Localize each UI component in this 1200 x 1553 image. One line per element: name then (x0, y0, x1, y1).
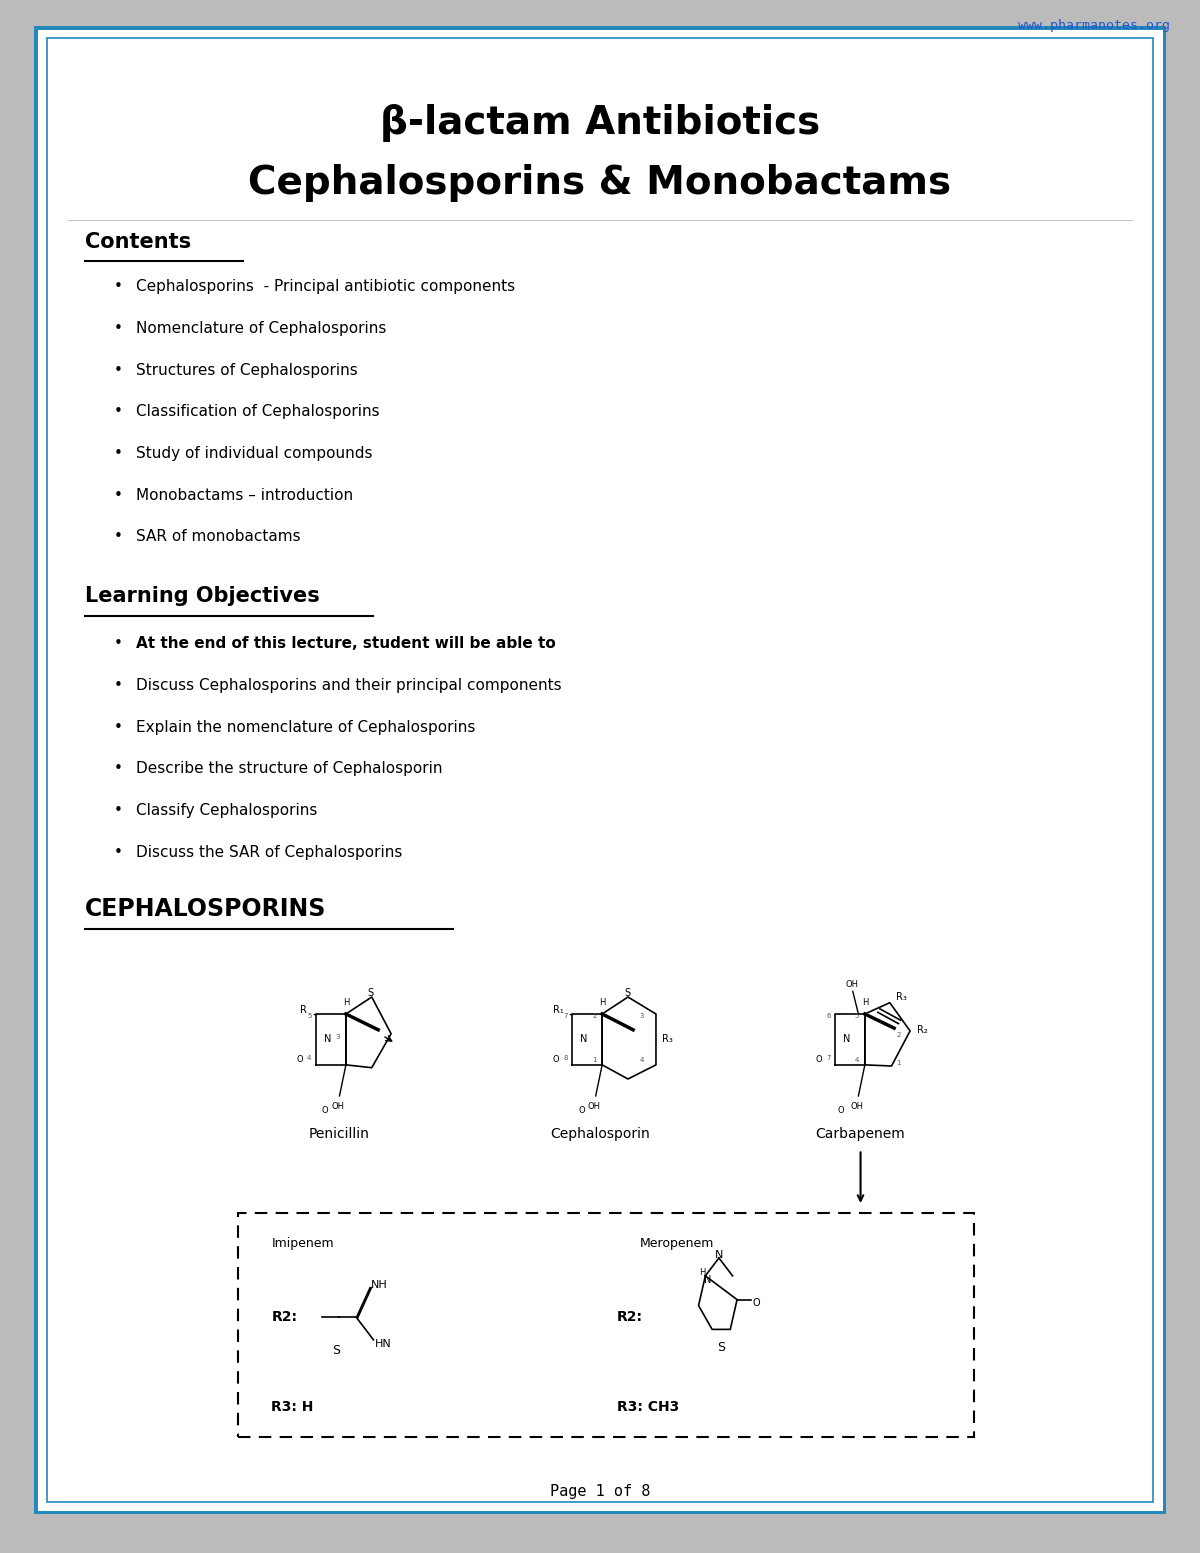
Text: Study of individual compounds: Study of individual compounds (136, 446, 372, 461)
Text: 3: 3 (336, 1034, 341, 1041)
Text: Classification of Cephalosporins: Classification of Cephalosporins (136, 404, 379, 419)
Text: •: • (114, 404, 122, 419)
Text: S: S (332, 1343, 340, 1357)
Text: OH: OH (331, 1101, 344, 1110)
Text: Contents: Contents (84, 231, 191, 252)
Text: OH: OH (588, 1101, 601, 1110)
Text: S: S (718, 1340, 725, 1354)
Text: Carbapenem: Carbapenem (816, 1127, 906, 1141)
Text: R₃: R₃ (662, 1034, 673, 1045)
Text: 4: 4 (307, 1056, 312, 1061)
Polygon shape (728, 1300, 737, 1329)
Text: Discuss the SAR of Cephalosporins: Discuss the SAR of Cephalosporins (136, 845, 402, 860)
Text: 1: 1 (896, 1059, 901, 1065)
Text: O: O (322, 1106, 329, 1115)
Text: R2:: R2: (271, 1311, 298, 1325)
Text: •: • (114, 803, 122, 818)
Text: •: • (114, 845, 122, 860)
Text: 8: 8 (563, 1056, 568, 1061)
Text: Monobactams – introduction: Monobactams – introduction (136, 488, 353, 503)
Text: •: • (114, 280, 122, 294)
Text: 6: 6 (826, 1013, 830, 1019)
Text: N: N (844, 1034, 851, 1045)
Text: 7: 7 (563, 1013, 568, 1019)
Text: OH: OH (846, 980, 858, 989)
Text: •: • (114, 321, 122, 335)
Text: SAR of monobactams: SAR of monobactams (136, 530, 300, 544)
Text: •: • (114, 719, 122, 735)
Text: O: O (752, 1298, 761, 1308)
Text: Cephalosporin: Cephalosporin (550, 1127, 650, 1141)
Text: Nomenclature of Cephalosporins: Nomenclature of Cephalosporins (136, 321, 386, 335)
Text: N: N (581, 1034, 588, 1045)
Text: R₂: R₂ (917, 1025, 928, 1034)
Text: www.pharmanotes.org: www.pharmanotes.org (1018, 19, 1170, 31)
Text: •: • (114, 679, 122, 693)
Text: HN: HN (374, 1339, 391, 1350)
Text: •: • (114, 488, 122, 503)
Text: Describe the structure of Cephalosporin: Describe the structure of Cephalosporin (136, 761, 442, 776)
Bar (238, 1213, 974, 1437)
Text: CEPHALOSPORINS: CEPHALOSPORINS (84, 896, 326, 921)
Text: β-lactam Antibiotics: β-lactam Antibiotics (380, 104, 820, 143)
Text: Learning Objectives: Learning Objectives (84, 585, 319, 606)
Text: R₃: R₃ (896, 992, 907, 1002)
Text: N: N (715, 1250, 724, 1259)
Text: N: N (324, 1034, 331, 1045)
Text: O: O (838, 1106, 845, 1115)
Text: 5: 5 (854, 1013, 859, 1019)
Text: 2: 2 (593, 1013, 596, 1019)
Text: O: O (552, 1054, 559, 1064)
Text: 5: 5 (307, 1013, 312, 1019)
Text: H: H (698, 1269, 706, 1278)
Text: S: S (368, 988, 374, 999)
Text: NH: NH (371, 1280, 388, 1289)
Text: 4: 4 (854, 1058, 859, 1064)
Text: H: H (599, 999, 605, 1008)
Text: R3: H: R3: H (271, 1399, 314, 1413)
Text: Penicillin: Penicillin (310, 1127, 370, 1141)
Text: •: • (114, 761, 122, 776)
Text: •: • (114, 362, 122, 377)
Text: Explain the nomenclature of Cephalosporins: Explain the nomenclature of Cephalospori… (136, 719, 475, 735)
Text: •: • (114, 446, 122, 461)
Text: At the end of this lecture, student will be able to: At the end of this lecture, student will… (136, 637, 556, 651)
Text: 2: 2 (896, 1031, 901, 1037)
Text: O: O (815, 1054, 822, 1064)
Text: R: R (300, 1005, 307, 1016)
Text: 1: 1 (592, 1058, 596, 1064)
Text: Classify Cephalosporins: Classify Cephalosporins (136, 803, 317, 818)
Text: Page 1 of 8: Page 1 of 8 (550, 1485, 650, 1499)
Text: R2:: R2: (617, 1311, 643, 1325)
Text: •: • (114, 637, 122, 651)
Text: S: S (624, 988, 630, 999)
Text: OH: OH (851, 1101, 864, 1110)
Text: 4: 4 (640, 1058, 644, 1064)
Text: R₁: R₁ (553, 1005, 564, 1016)
Text: O: O (578, 1106, 584, 1115)
Text: H: H (862, 999, 868, 1008)
Text: Cephalosporins & Monobactams: Cephalosporins & Monobactams (248, 163, 952, 202)
Text: O: O (296, 1054, 302, 1064)
Text: 7: 7 (826, 1056, 830, 1061)
Text: Discuss Cephalosporins and their principal components: Discuss Cephalosporins and their princip… (136, 679, 562, 693)
Text: R3: CH3: R3: CH3 (617, 1399, 679, 1413)
Text: 3: 3 (640, 1013, 644, 1019)
Text: H: H (343, 999, 349, 1008)
Text: Structures of Cephalosporins: Structures of Cephalosporins (136, 362, 358, 377)
Text: Imipenem: Imipenem (271, 1236, 334, 1250)
Text: N: N (704, 1275, 712, 1286)
Text: Cephalosporins  - Principal antibiotic components: Cephalosporins - Principal antibiotic co… (136, 280, 515, 294)
Text: •: • (114, 530, 122, 544)
Text: Meropenem: Meropenem (640, 1236, 714, 1250)
